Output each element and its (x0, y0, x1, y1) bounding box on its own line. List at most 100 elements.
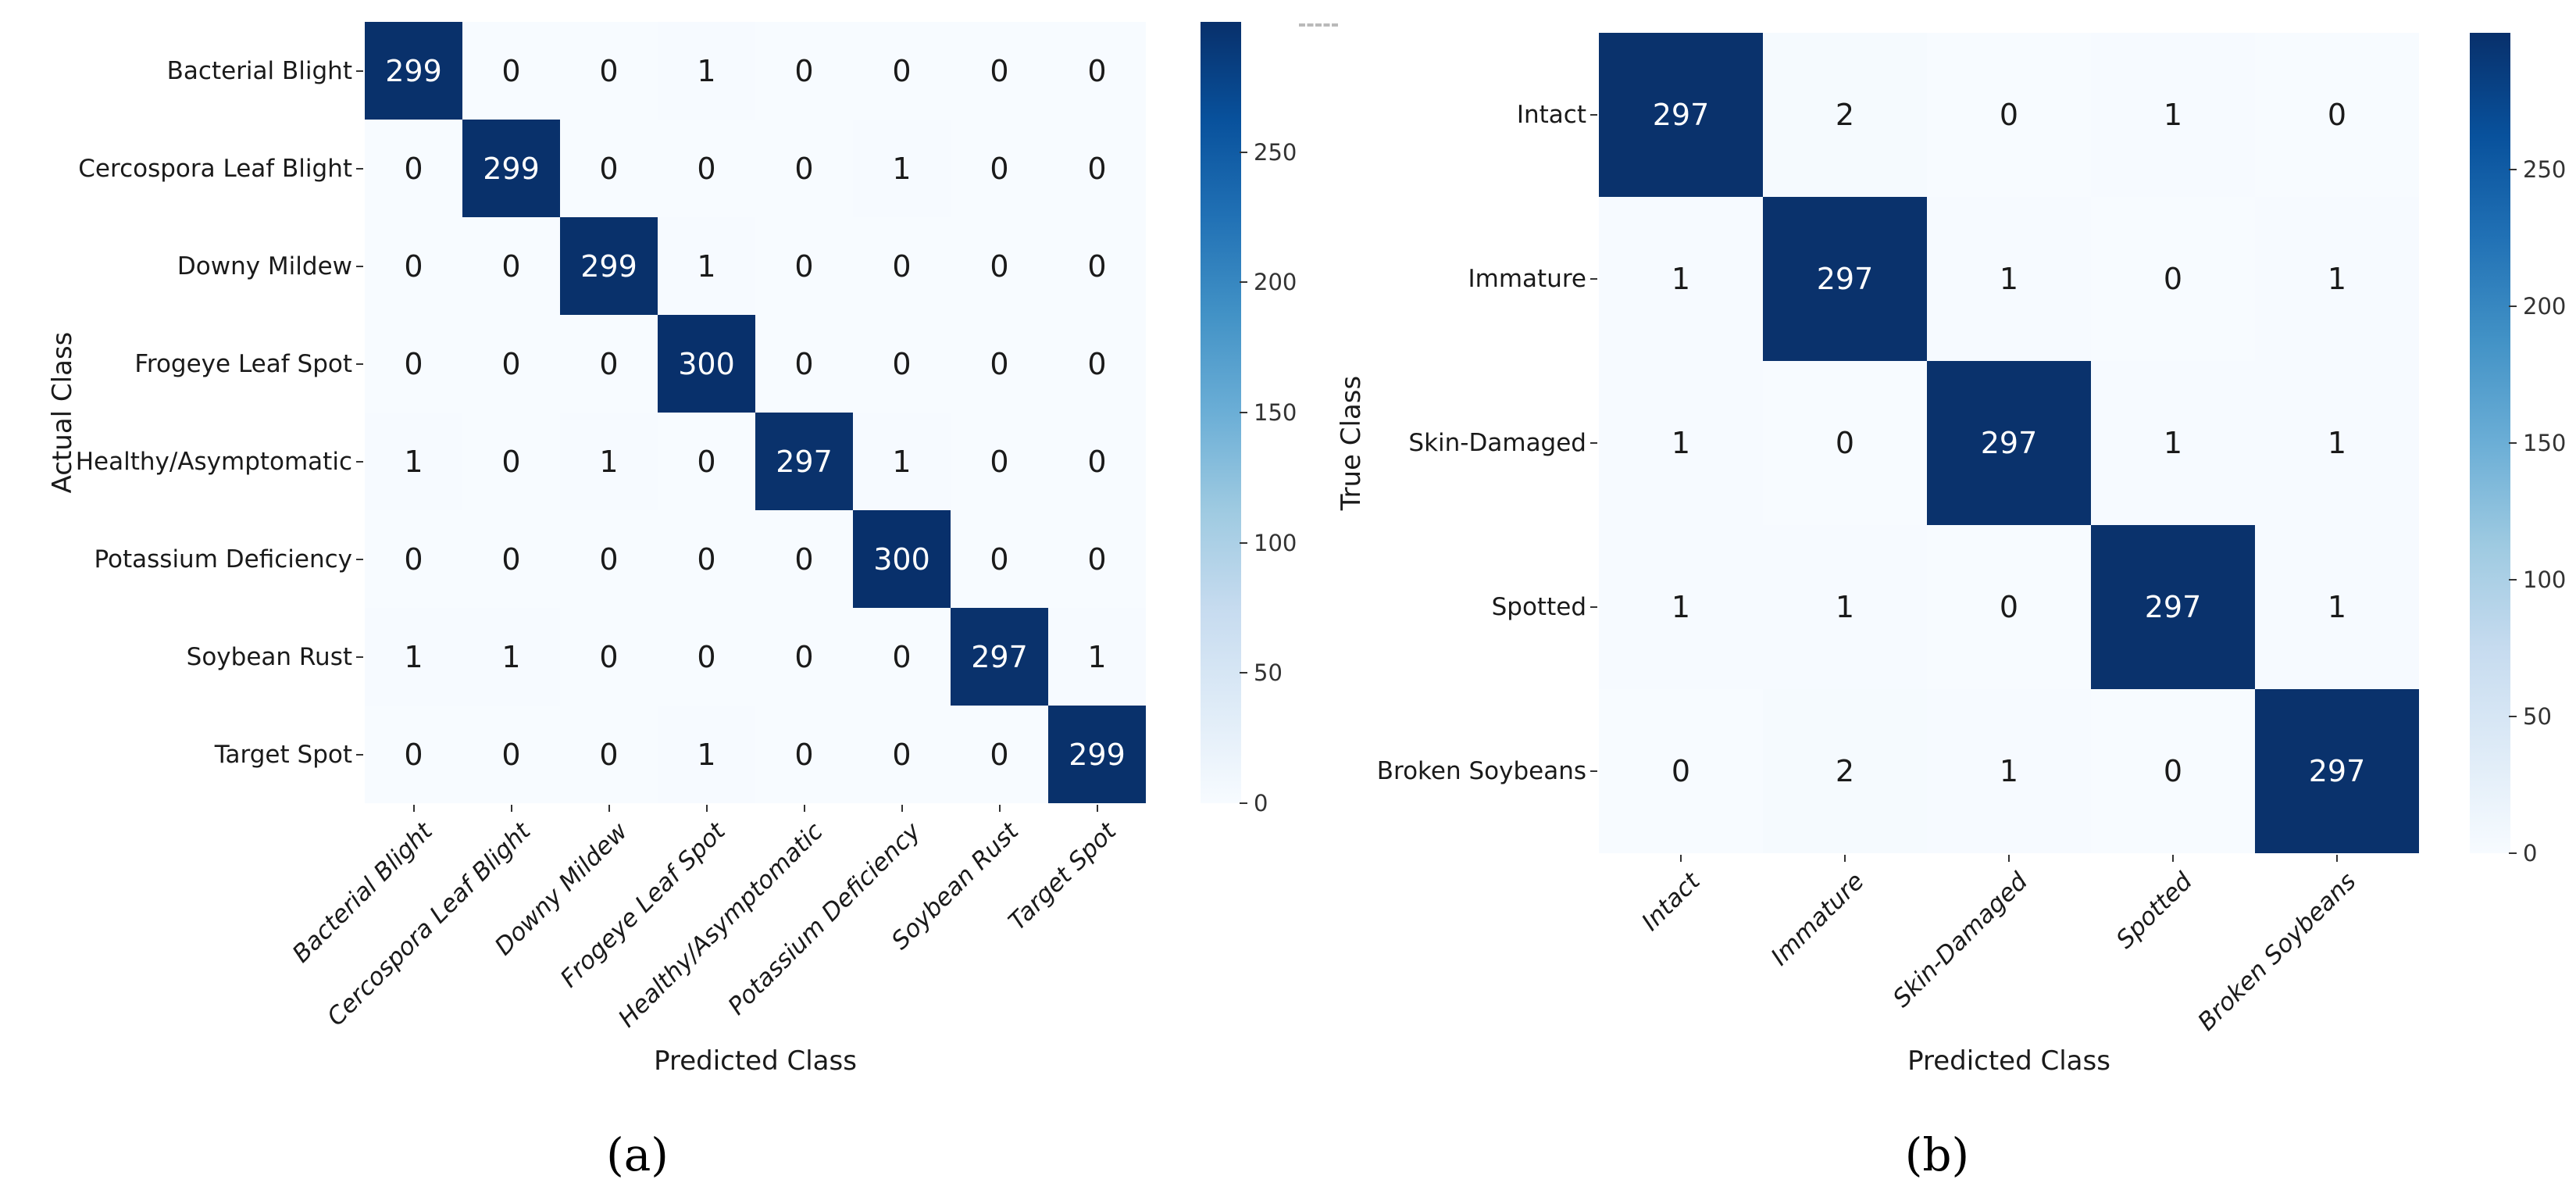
heatmap-cell: 0 (755, 22, 853, 120)
x-axis-label: Predicted Class (654, 1045, 857, 1077)
heatmap-cell: 0 (462, 22, 560, 120)
y-tick-mark (356, 363, 363, 365)
heatmap-cell: 0 (853, 22, 951, 120)
heatmap-cell: 0 (951, 706, 1048, 803)
heatmap-cell: 0 (560, 706, 658, 803)
heatmap-cell: 297 (2255, 689, 2419, 853)
heatmap-cell: 0 (658, 413, 755, 510)
heatmap-grid: 299 0 0 1 0 0 0 0 0 299 0 0 0 1 0 0 0 0 299 1 0 0 0 0 0 0 0 300 0 0 0 0… (365, 22, 1146, 803)
heatmap-cell: 0 (365, 217, 462, 315)
heatmap-cell: 299 (1048, 706, 1146, 803)
heatmap-cell: 0 (951, 315, 1048, 413)
x-tick-label: Spotted (2110, 867, 2198, 955)
heatmap-cell: 1 (1048, 608, 1146, 706)
heatmap-cell: 297 (1763, 197, 1927, 361)
colorbar-tick-mark (1240, 412, 1247, 413)
x-tick-mark (705, 805, 708, 812)
heatmap-cell: 0 (1048, 510, 1146, 608)
y-tick-mark (356, 753, 363, 756)
heatmap-cell: 299 (560, 217, 658, 315)
heatmap-cell: 297 (755, 413, 853, 510)
panel-caption: (b) (1904, 1128, 1970, 1181)
heatmap-cell: 1 (1763, 525, 1927, 689)
colorbar-tick-mark (1240, 151, 1247, 153)
heatmap-cell: 0 (853, 608, 951, 706)
heatmap-cell: 0 (1599, 689, 1763, 853)
y-tick-mark (1590, 770, 1597, 772)
y-tick-mark (356, 460, 363, 463)
x-tick-mark (803, 805, 805, 812)
heatmap-cell: 0 (560, 22, 658, 120)
heatmap-cell: 0 (755, 510, 853, 608)
y-tick-mark (1590, 278, 1597, 280)
colorbar-tick-label: 150 (1254, 399, 1297, 426)
heatmap-cell: 0 (951, 120, 1048, 217)
y-tick-label: Frogeye Leaf Spot (134, 349, 352, 378)
colorbar (2470, 33, 2510, 853)
y-tick-mark (356, 265, 363, 267)
y-tick-label: Cercospora Leaf Blight (78, 154, 352, 183)
colorbar-top-artifact (1299, 23, 1338, 27)
heatmap-cell: 1 (1599, 197, 1763, 361)
x-tick-mark (608, 805, 610, 812)
heatmap-cell: 1 (560, 413, 658, 510)
heatmap-cell: 1 (2255, 197, 2419, 361)
colorbar-tick-label: 0 (2523, 840, 2538, 866)
heatmap-cell: 0 (853, 706, 951, 803)
y-tick-mark (1590, 114, 1597, 116)
heatmap-grid: 297 2 0 1 0 1 297 1 0 1 1 0 297 1 1 1 1 0 297 1 0 2 1 0 297 (1599, 33, 2419, 853)
colorbar-tick-mark (1240, 672, 1247, 674)
heatmap-cell: 1 (365, 608, 462, 706)
x-tick-mark (1096, 805, 1098, 812)
heatmap-cell: 297 (951, 608, 1048, 706)
heatmap-cell: 1 (462, 608, 560, 706)
colorbar-tick-label: 250 (2523, 156, 2567, 183)
heatmap-cell: 1 (658, 706, 755, 803)
x-tick-mark (2336, 855, 2338, 862)
y-tick-label: Healthy/Asymptomatic (75, 447, 352, 476)
colorbar-tick-label: 50 (1254, 659, 1283, 687)
heatmap-cell: 297 (2091, 525, 2255, 689)
heatmap-cell: 0 (1048, 217, 1146, 315)
heatmap-cell: 0 (755, 120, 853, 217)
heatmap-cell: 0 (365, 510, 462, 608)
colorbar-tick-label: 100 (2523, 566, 2567, 593)
x-tick-label: Skin-Damaged (1888, 867, 2034, 1013)
heatmap-cell: 0 (462, 510, 560, 608)
heatmap-cell: 1 (1599, 525, 1763, 689)
heatmap-cell: 0 (951, 22, 1048, 120)
heatmap-cell: 0 (560, 608, 658, 706)
heatmap-cell: 0 (2255, 33, 2419, 197)
heatmap-cell: 0 (658, 120, 755, 217)
heatmap-cell: 2 (1763, 689, 1927, 853)
colorbar-tick-mark (2509, 716, 2517, 717)
x-tick-label: Intact (1636, 867, 1706, 937)
heatmap-cell: 1 (1599, 361, 1763, 525)
heatmap-cell: 300 (658, 315, 755, 413)
heatmap-cell: 0 (1927, 525, 2091, 689)
heatmap-cell: 0 (560, 120, 658, 217)
heatmap-cell: 1 (2091, 33, 2255, 197)
colorbar-tick-label: 100 (1254, 529, 1297, 556)
y-tick-label: Soybean Rust (186, 642, 352, 671)
heatmap-cell: 0 (560, 510, 658, 608)
heatmap-cell: 0 (1048, 22, 1146, 120)
heatmap-cell: 0 (1048, 120, 1146, 217)
heatmap-cell: 0 (1927, 33, 2091, 197)
heatmap-cell: 0 (853, 315, 951, 413)
y-tick-mark (356, 558, 363, 560)
heatmap-cell: 0 (462, 217, 560, 315)
colorbar-tick-label: 150 (2523, 430, 2567, 456)
colorbar-tick-mark (2509, 852, 2517, 854)
heatmap-cell: 0 (560, 315, 658, 413)
heatmap-cell: 0 (365, 315, 462, 413)
x-tick-mark (998, 805, 1001, 812)
heatmap-cell: 0 (462, 706, 560, 803)
heatmap-cell: 1 (658, 217, 755, 315)
heatmap-cell: 1 (853, 413, 951, 510)
colorbar-tick-label: 0 (1254, 790, 1268, 816)
heatmap-cell: 1 (365, 413, 462, 510)
y-tick-label: Broken Soybeans (1376, 757, 1586, 785)
